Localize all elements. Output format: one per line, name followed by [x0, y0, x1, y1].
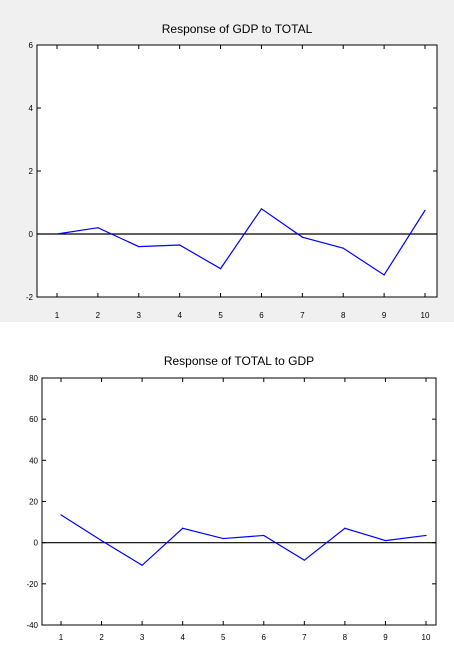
data-point — [384, 540, 387, 542]
data-point — [138, 246, 140, 248]
x-tick-label: 6 — [262, 633, 267, 642]
x-tick-label: 9 — [382, 311, 387, 320]
data-point — [260, 208, 263, 210]
x-tick-label: 5 — [221, 633, 226, 642]
x-tick-label: 7 — [300, 311, 305, 320]
x-tick-label: 4 — [180, 633, 185, 642]
y-tick-label: 80 — [29, 374, 38, 383]
x-tick-label: 4 — [177, 311, 182, 320]
data-point — [222, 537, 224, 540]
y-tick-label: -2 — [26, 293, 34, 302]
y-tick-label: 0 — [29, 230, 34, 239]
y-tick-label: 60 — [29, 415, 38, 424]
data-point — [141, 564, 143, 566]
data-point — [301, 236, 303, 238]
x-tick-label: 3 — [137, 311, 142, 320]
plot-area — [36, 44, 438, 298]
data-point — [100, 540, 103, 542]
series-line — [56, 207, 426, 276]
data-point — [342, 247, 344, 249]
x-tick-label: 1 — [59, 633, 64, 642]
y-tick-label: -40 — [26, 621, 38, 630]
data-point — [219, 268, 222, 270]
data-point — [344, 527, 346, 529]
data-point — [383, 274, 385, 276]
y-tick-label: 4 — [29, 104, 34, 113]
data-point — [263, 534, 265, 537]
x-tick-label: 2 — [96, 311, 101, 320]
data-point — [303, 559, 305, 561]
x-tick-label: 9 — [383, 633, 388, 642]
chart-title: Response of GDP to TOTAL — [162, 22, 313, 36]
chart-panel-gdp-to-total: Response of GDP to TOTAL -2 0 2 4 6 1 2 3 4 5 6 7 8 9 1… — [0, 0, 454, 322]
x-tick-label: 10 — [422, 633, 431, 642]
x-tick-label: 6 — [259, 311, 264, 320]
y-tick-label: 40 — [29, 456, 38, 465]
x-tick-label: 7 — [302, 633, 307, 642]
data-point — [97, 227, 99, 229]
y-tick-label: 20 — [29, 498, 38, 507]
data-point — [56, 233, 58, 235]
chart-total-to-gdp: Response of TOTAL to GDP -40 -20 0 20 40 60 80 1… — [26, 354, 437, 642]
y-tick-label: 0 — [34, 539, 39, 548]
plot-area — [41, 377, 437, 626]
y-tick-label: 6 — [29, 41, 34, 50]
x-tick-label: 1 — [55, 311, 60, 320]
chart-gdp-to-total: Response of GDP to TOTAL -2 0 2 4 6 1 2 3 4 5 6 7 8 9 1… — [26, 22, 438, 320]
x-tick-label: 10 — [421, 311, 430, 320]
y-tick-label: 2 — [29, 167, 34, 176]
x-tick-label: 5 — [218, 311, 223, 320]
chart-panel-total-to-gdp: Response of TOTAL to GDP -40 -20 0 20 40 60 80 1… — [0, 322, 454, 645]
data-point — [179, 244, 181, 246]
x-tick-label: 3 — [140, 633, 145, 642]
data-point — [424, 209, 426, 211]
x-tick-label: 8 — [343, 633, 348, 642]
chart-title: Response of TOTAL to GDP — [164, 354, 314, 368]
data-point — [60, 514, 62, 516]
series-line — [60, 514, 427, 567]
data-point — [182, 527, 184, 529]
y-tick-label: -20 — [26, 580, 38, 589]
x-tick-label: 2 — [99, 633, 104, 642]
data-point — [425, 534, 427, 537]
x-tick-label: 8 — [341, 311, 346, 320]
